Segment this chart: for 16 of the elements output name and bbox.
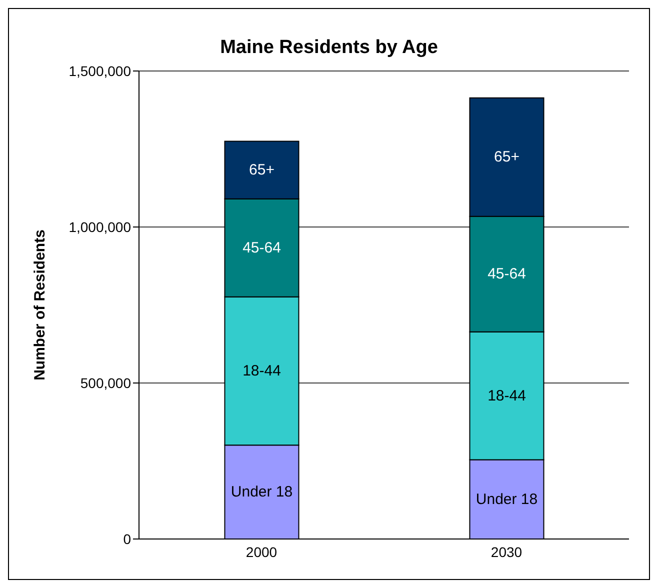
x-tick-label: 2000 [246, 544, 278, 560]
series-label: Under 18 [230, 484, 293, 501]
y-tick-label: 1,000,000 [68, 218, 132, 235]
text: 18-44 [242, 362, 281, 380]
text: Under 18 [476, 490, 538, 508]
text: 65+ [494, 148, 520, 166]
chart-title: Maine Residents by Age [219, 37, 439, 59]
text: 45-64 [242, 239, 281, 256]
series-label: 65+ [249, 162, 275, 179]
series-label: 18-44 [488, 387, 526, 404]
y-tick-label: 500,000 [80, 374, 132, 391]
series-label: 45-64 [488, 266, 526, 283]
y-tick-label: 1,500,000 [68, 62, 132, 79]
y-tick-label: 0 [123, 530, 132, 547]
y-axis-title: Number of Residents [31, 230, 48, 380]
x-tick-label: 2030 [490, 544, 522, 560]
